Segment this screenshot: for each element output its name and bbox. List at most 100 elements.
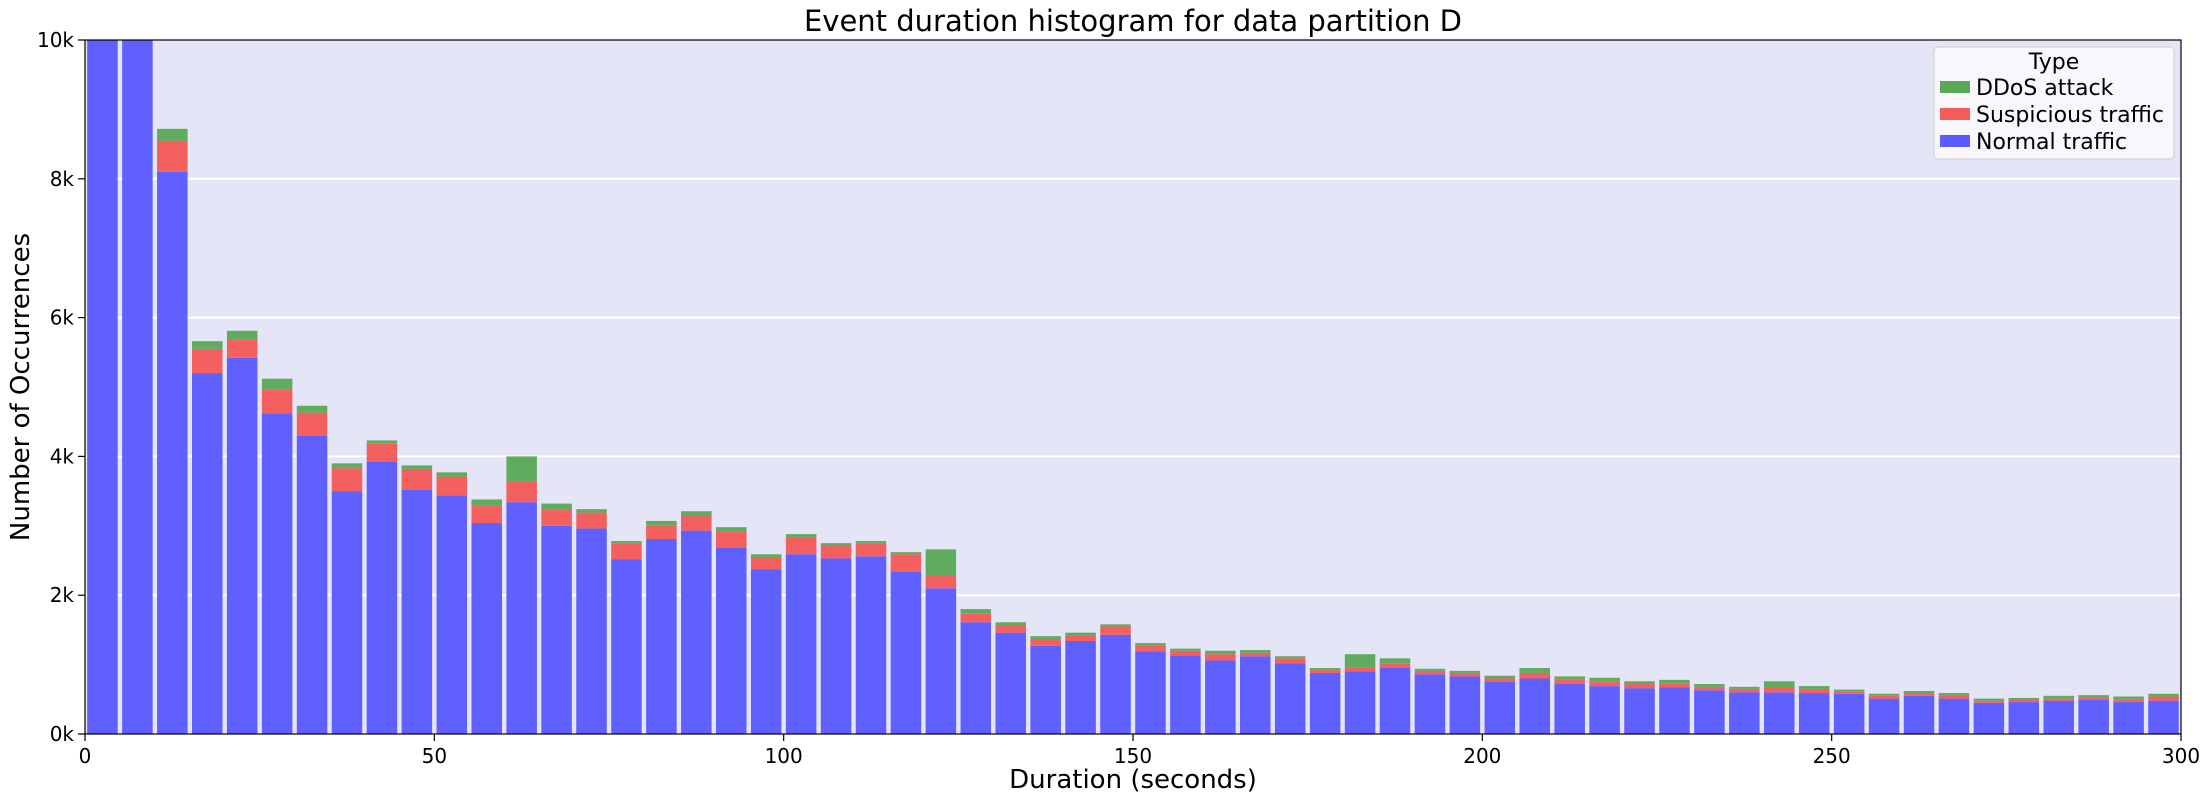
bar-suspicious-traffic <box>1868 695 1900 699</box>
legend: Type DDoS attack Suspicious traffic Norm… <box>1933 46 2175 160</box>
bar-ddos-attack <box>1379 658 1411 664</box>
bar-suspicious-traffic <box>1798 688 1830 694</box>
bar-ddos-attack <box>1659 679 1690 684</box>
bar-suspicious-traffic <box>611 543 642 560</box>
bar-ddos-attack <box>646 520 677 526</box>
x-tick-label: 200 <box>1463 744 1501 768</box>
bar-normal-traffic <box>1694 690 1725 734</box>
bar-normal-traffic <box>1414 674 1446 734</box>
bar-normal-traffic <box>2078 699 2109 734</box>
bar-ddos-attack <box>506 456 537 482</box>
bar-ddos-attack <box>1449 670 1481 673</box>
bar-normal-traffic <box>960 622 992 734</box>
bar-ddos-attack <box>366 440 398 444</box>
bar-suspicious-traffic <box>261 389 293 414</box>
bar-ddos-attack <box>331 463 363 469</box>
bar-suspicious-traffic <box>2008 699 2040 703</box>
bar-normal-traffic <box>1379 667 1411 734</box>
bar-suspicious-traffic <box>1135 645 1166 652</box>
bar-normal-traffic <box>750 569 782 734</box>
bar-suspicious-traffic <box>576 512 607 529</box>
bar-ddos-attack <box>1868 693 1900 696</box>
bar-suspicious-traffic <box>1519 672 1550 679</box>
bar-ddos-attack <box>1135 643 1166 646</box>
legend-label-normal: Normal traffic <box>1976 130 2127 155</box>
bar-suspicious-traffic <box>1764 687 1795 693</box>
x-tick-label: 50 <box>422 744 447 768</box>
bar-normal-traffic <box>541 525 572 734</box>
bar-normal-traffic <box>1274 663 1306 734</box>
bar-suspicious-traffic <box>995 625 1026 633</box>
bar-normal-traffic <box>1240 656 1271 734</box>
bar-ddos-attack <box>226 330 258 340</box>
bar-normal-traffic <box>1624 688 1655 734</box>
x-tick-label: 250 <box>1813 744 1851 768</box>
bar-ddos-attack <box>750 554 782 558</box>
bar-normal-traffic <box>471 523 502 734</box>
bar-suspicious-traffic <box>366 443 398 462</box>
bar-ddos-attack <box>1100 624 1131 627</box>
bar-suspicious-traffic <box>750 557 782 570</box>
bar-normal-traffic <box>681 530 712 734</box>
bar-suspicious-traffic <box>1903 693 1935 696</box>
bar-ddos-attack <box>576 509 607 513</box>
y-axis-label: Number of Occurrences <box>6 233 36 541</box>
x-axis-label: Duration (seconds) <box>1009 765 1257 795</box>
bar-suspicious-traffic <box>506 481 537 503</box>
bar-normal-traffic <box>890 571 922 734</box>
bar-suspicious-traffic <box>401 468 433 490</box>
bar-normal-traffic <box>1903 695 1935 734</box>
bar-normal-traffic <box>1170 655 1201 734</box>
bars <box>87 40 2179 735</box>
bar-normal-traffic <box>855 556 887 734</box>
bar-normal-traffic <box>1135 651 1166 734</box>
bar-ddos-attack <box>785 534 817 537</box>
y-tick-label: 10k <box>37 28 74 52</box>
bar-ddos-attack <box>995 622 1026 626</box>
bar-normal-traffic <box>1764 692 1795 734</box>
bar-ddos-attack <box>1309 668 1341 671</box>
legend-box <box>1933 46 2175 160</box>
bar-ddos-attack <box>1764 681 1795 688</box>
bar-ddos-attack <box>1344 654 1376 668</box>
x-tick-label: 150 <box>1114 744 1152 768</box>
bar-normal-traffic <box>1868 698 1900 734</box>
bar-normal-traffic <box>2043 700 2074 734</box>
bar-ddos-attack <box>1240 650 1271 653</box>
bar-normal-traffic <box>1554 684 1585 734</box>
bar-normal-traffic <box>506 502 537 734</box>
bar-suspicious-traffic <box>960 613 992 623</box>
bar-normal-traffic <box>1100 634 1131 734</box>
bar-ddos-attack <box>261 378 293 390</box>
bar-ddos-attack <box>436 472 468 477</box>
y-tick-label: 8k <box>50 167 75 191</box>
bar-normal-traffic <box>2148 700 2179 734</box>
bar-normal-traffic <box>1065 641 1096 734</box>
bar-ddos-attack <box>1833 689 1865 692</box>
bar-ddos-attack <box>681 511 712 517</box>
bar-ddos-attack <box>925 549 957 576</box>
x-axis-ticks: 0 50 100 150 200 250 300 <box>79 734 2200 768</box>
bar-normal-traffic <box>1205 660 1236 734</box>
bar-normal-traffic <box>820 558 852 734</box>
bar-normal-traffic <box>716 547 747 734</box>
bar-suspicious-traffic <box>436 476 468 496</box>
y-axis-ticks: 0k 2k 4k 6k 8k 10k <box>37 28 85 746</box>
bar-normal-traffic <box>576 528 607 734</box>
bar-normal-traffic <box>646 538 677 734</box>
bar-normal-traffic <box>401 489 433 734</box>
bar-suspicious-traffic <box>1659 683 1690 688</box>
bar-suspicious-traffic <box>1938 695 1970 699</box>
bar-normal-traffic <box>1344 671 1376 734</box>
x-tick-label: 0 <box>79 744 92 768</box>
bar-suspicious-traffic <box>1449 672 1481 677</box>
bar-suspicious-traffic <box>296 412 328 436</box>
bar-suspicious-traffic <box>820 545 852 559</box>
bar-ddos-attack <box>1554 676 1585 680</box>
bar-suspicious-traffic <box>1030 638 1061 646</box>
bar-ddos-attack <box>890 552 922 555</box>
bar-suspicious-traffic <box>1484 678 1516 682</box>
bar-ddos-attack <box>1589 677 1620 682</box>
bar-suspicious-traffic <box>2043 698 2074 701</box>
bar-suspicious-traffic <box>1694 686 1725 691</box>
